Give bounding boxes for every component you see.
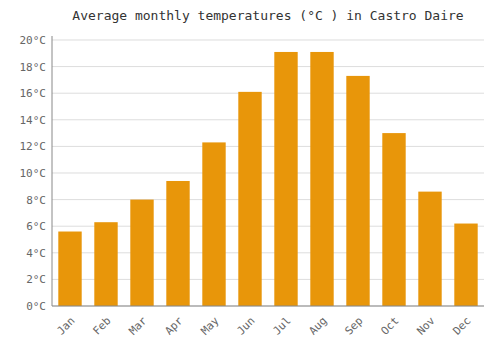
grid-line [52,39,484,40]
y-tick-label: 10°C [20,167,47,180]
bar [130,200,153,306]
y-axis-line [52,36,53,306]
x-tick-label: Jul [270,314,293,337]
x-tick-label: Apr [162,314,186,338]
x-tick-label: Oct [378,314,401,337]
y-tick-label: 6°C [26,220,46,233]
bar [58,232,81,306]
bars [58,52,477,306]
bar [202,142,225,306]
chart-container: Average monthly temperatures (°C ) in Ca… [0,0,500,350]
y-tick-label: 16°C [20,87,47,100]
x-tick-label: May [198,314,222,338]
y-tick-label: 18°C [20,61,47,74]
x-tick-label: Feb [90,314,113,337]
bar [166,181,189,306]
x-tick-label: Aug [306,314,329,337]
bar [454,224,477,306]
bar [238,92,261,306]
x-tick-label: Jan [54,314,77,337]
bar [310,52,333,306]
bar [418,192,441,306]
bar [382,133,405,306]
chart-title: Average monthly temperatures (°C ) in Ca… [72,8,464,23]
x-tick-label: Mar [126,314,150,338]
grid [52,40,484,306]
bar [274,52,297,306]
y-tick-label: 8°C [26,194,46,207]
bar [94,222,117,306]
grid-line [52,172,484,173]
x-tick-label: Sep [342,314,365,337]
y-tick-label: 4°C [26,247,46,260]
y-tick-label: 0°C [26,300,46,313]
bar [346,76,369,306]
grid-line [52,119,484,120]
x-tick-label: Jun [234,314,257,337]
chart-svg: Average monthly temperatures (°C ) in Ca… [0,0,500,350]
y-tick-label: 12°C [20,140,47,153]
y-tick-label: 14°C [20,114,47,127]
y-tick-label: 20°C [20,34,47,47]
grid-line [52,66,484,67]
x-tick-label: Nov [414,314,438,338]
grid-line [52,93,484,94]
grid-line [52,306,484,307]
x-axis-line [52,306,484,307]
grid-line [52,146,484,147]
x-tick-label: Dec [450,314,473,337]
y-tick-label: 2°C [26,273,46,286]
